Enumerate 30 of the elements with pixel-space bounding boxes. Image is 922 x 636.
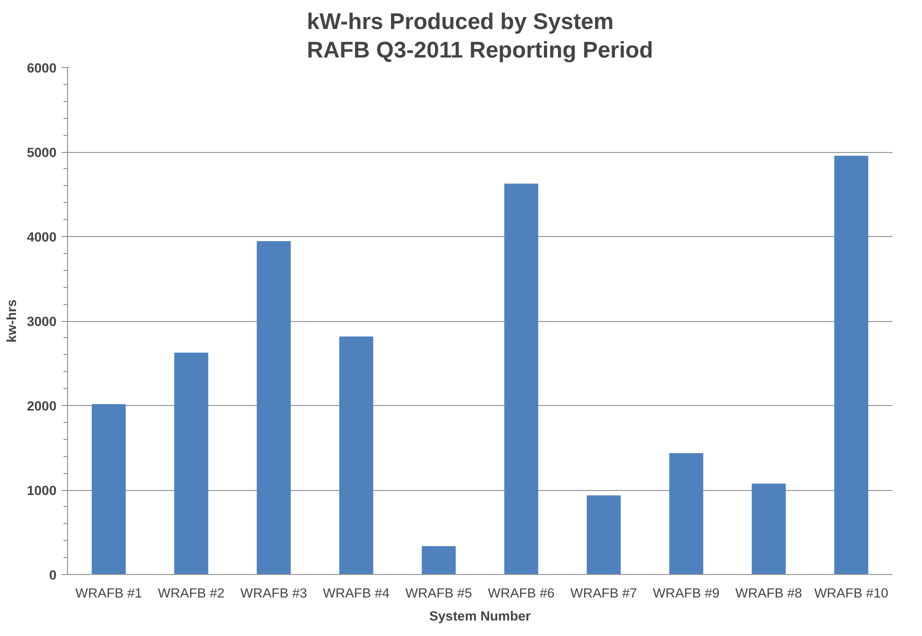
bar — [586, 495, 621, 574]
y-tick-label: 5000 — [26, 145, 57, 160]
y-tick-label: 1000 — [26, 483, 57, 498]
bar — [92, 404, 126, 574]
x-tick-label: WRAFB #3 — [240, 586, 308, 600]
y-tick-label: 6000 — [26, 60, 57, 76]
x-tick-label: WRAFB #9 — [652, 586, 720, 600]
x-axis-title: System Number — [429, 608, 531, 624]
y-tick-label: 4000 — [26, 230, 57, 244]
bar — [339, 336, 374, 574]
bar — [422, 546, 456, 574]
x-tick-label: WRAFB #10 — [814, 586, 888, 600]
x-tick-label: WRAFB #7 — [570, 586, 638, 600]
bar — [504, 184, 538, 574]
bar — [834, 156, 868, 574]
y-tick-label: 2000 — [26, 398, 57, 414]
bar — [752, 484, 786, 574]
y-tick-label: 0 — [49, 568, 57, 582]
x-tick-label: WRAFB #1 — [75, 586, 142, 600]
x-tick-label: WRAFB #8 — [735, 586, 802, 600]
bar — [669, 453, 704, 574]
chart-title: kW-hrs Produced by System RAFB Q3-2011 Reporting Period — [306, 8, 654, 62]
y-axis-title: kw-hrs — [4, 300, 19, 342]
x-tick-label: WRAFB #4 — [322, 586, 390, 600]
y-tick-label: 3000 — [26, 314, 57, 329]
bar — [174, 352, 208, 574]
x-tick-label: WRAFB #6 — [488, 586, 555, 600]
x-tick-label: WRAFB #5 — [405, 586, 472, 600]
bar — [256, 241, 291, 574]
x-tick-label: WRAFB #2 — [158, 586, 225, 600]
